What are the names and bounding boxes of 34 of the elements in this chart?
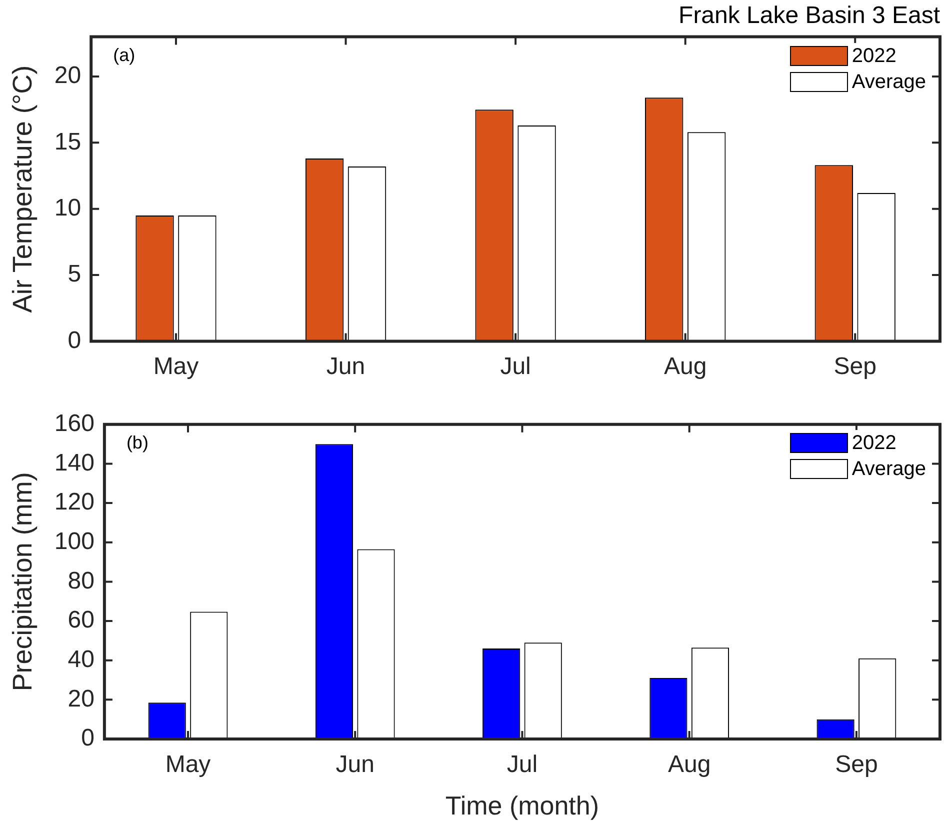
annotation: (b) [126, 432, 148, 452]
y-tick-label: 40 [68, 646, 94, 673]
y-tick-label: 5 [68, 260, 82, 288]
legend-label: 2022 [852, 44, 896, 69]
x-tick-label: May [165, 751, 211, 778]
y-tick-label: 160 [54, 410, 94, 438]
y-tick-label: 100 [54, 528, 94, 555]
annotation: (a) [113, 44, 136, 65]
x-tick-label: Jul [500, 353, 531, 380]
y-axis-title: Precipitation (mm) [8, 472, 38, 692]
y-tick-label: 120 [54, 488, 94, 516]
x-tick-label: Jul [506, 751, 538, 778]
y-tick-label: 15 [54, 128, 82, 156]
text: Average [852, 457, 926, 482]
y-tick-label: 10 [54, 194, 82, 222]
legend-label: 2022 [852, 431, 896, 456]
x-tick-label: Sep [834, 353, 876, 380]
y-tick-label: 20 [54, 62, 82, 90]
x-tick-label: Jun [326, 353, 366, 380]
y-tick-label: 140 [54, 449, 94, 476]
x-tick-label: Aug [668, 751, 711, 778]
x-tick-label: Aug [664, 353, 707, 380]
y-tick-label: 60 [68, 606, 94, 634]
x-axis-title: Time (month) [445, 790, 600, 821]
y-tick-label: 0 [68, 326, 82, 354]
x-tick-label: Jun [336, 751, 374, 778]
chart-title: Frank Lake Basin 3 East [678, 2, 940, 30]
y-axis-title: Air Temperature (°C) [8, 65, 38, 313]
y-tick-label: 0 [81, 724, 94, 752]
x-tick-label: May [153, 353, 199, 380]
text: Average [852, 70, 926, 95]
y-tick-label: 20 [68, 685, 94, 712]
x-tick-label: Sep [835, 751, 878, 778]
y-tick-label: 80 [68, 567, 94, 594]
